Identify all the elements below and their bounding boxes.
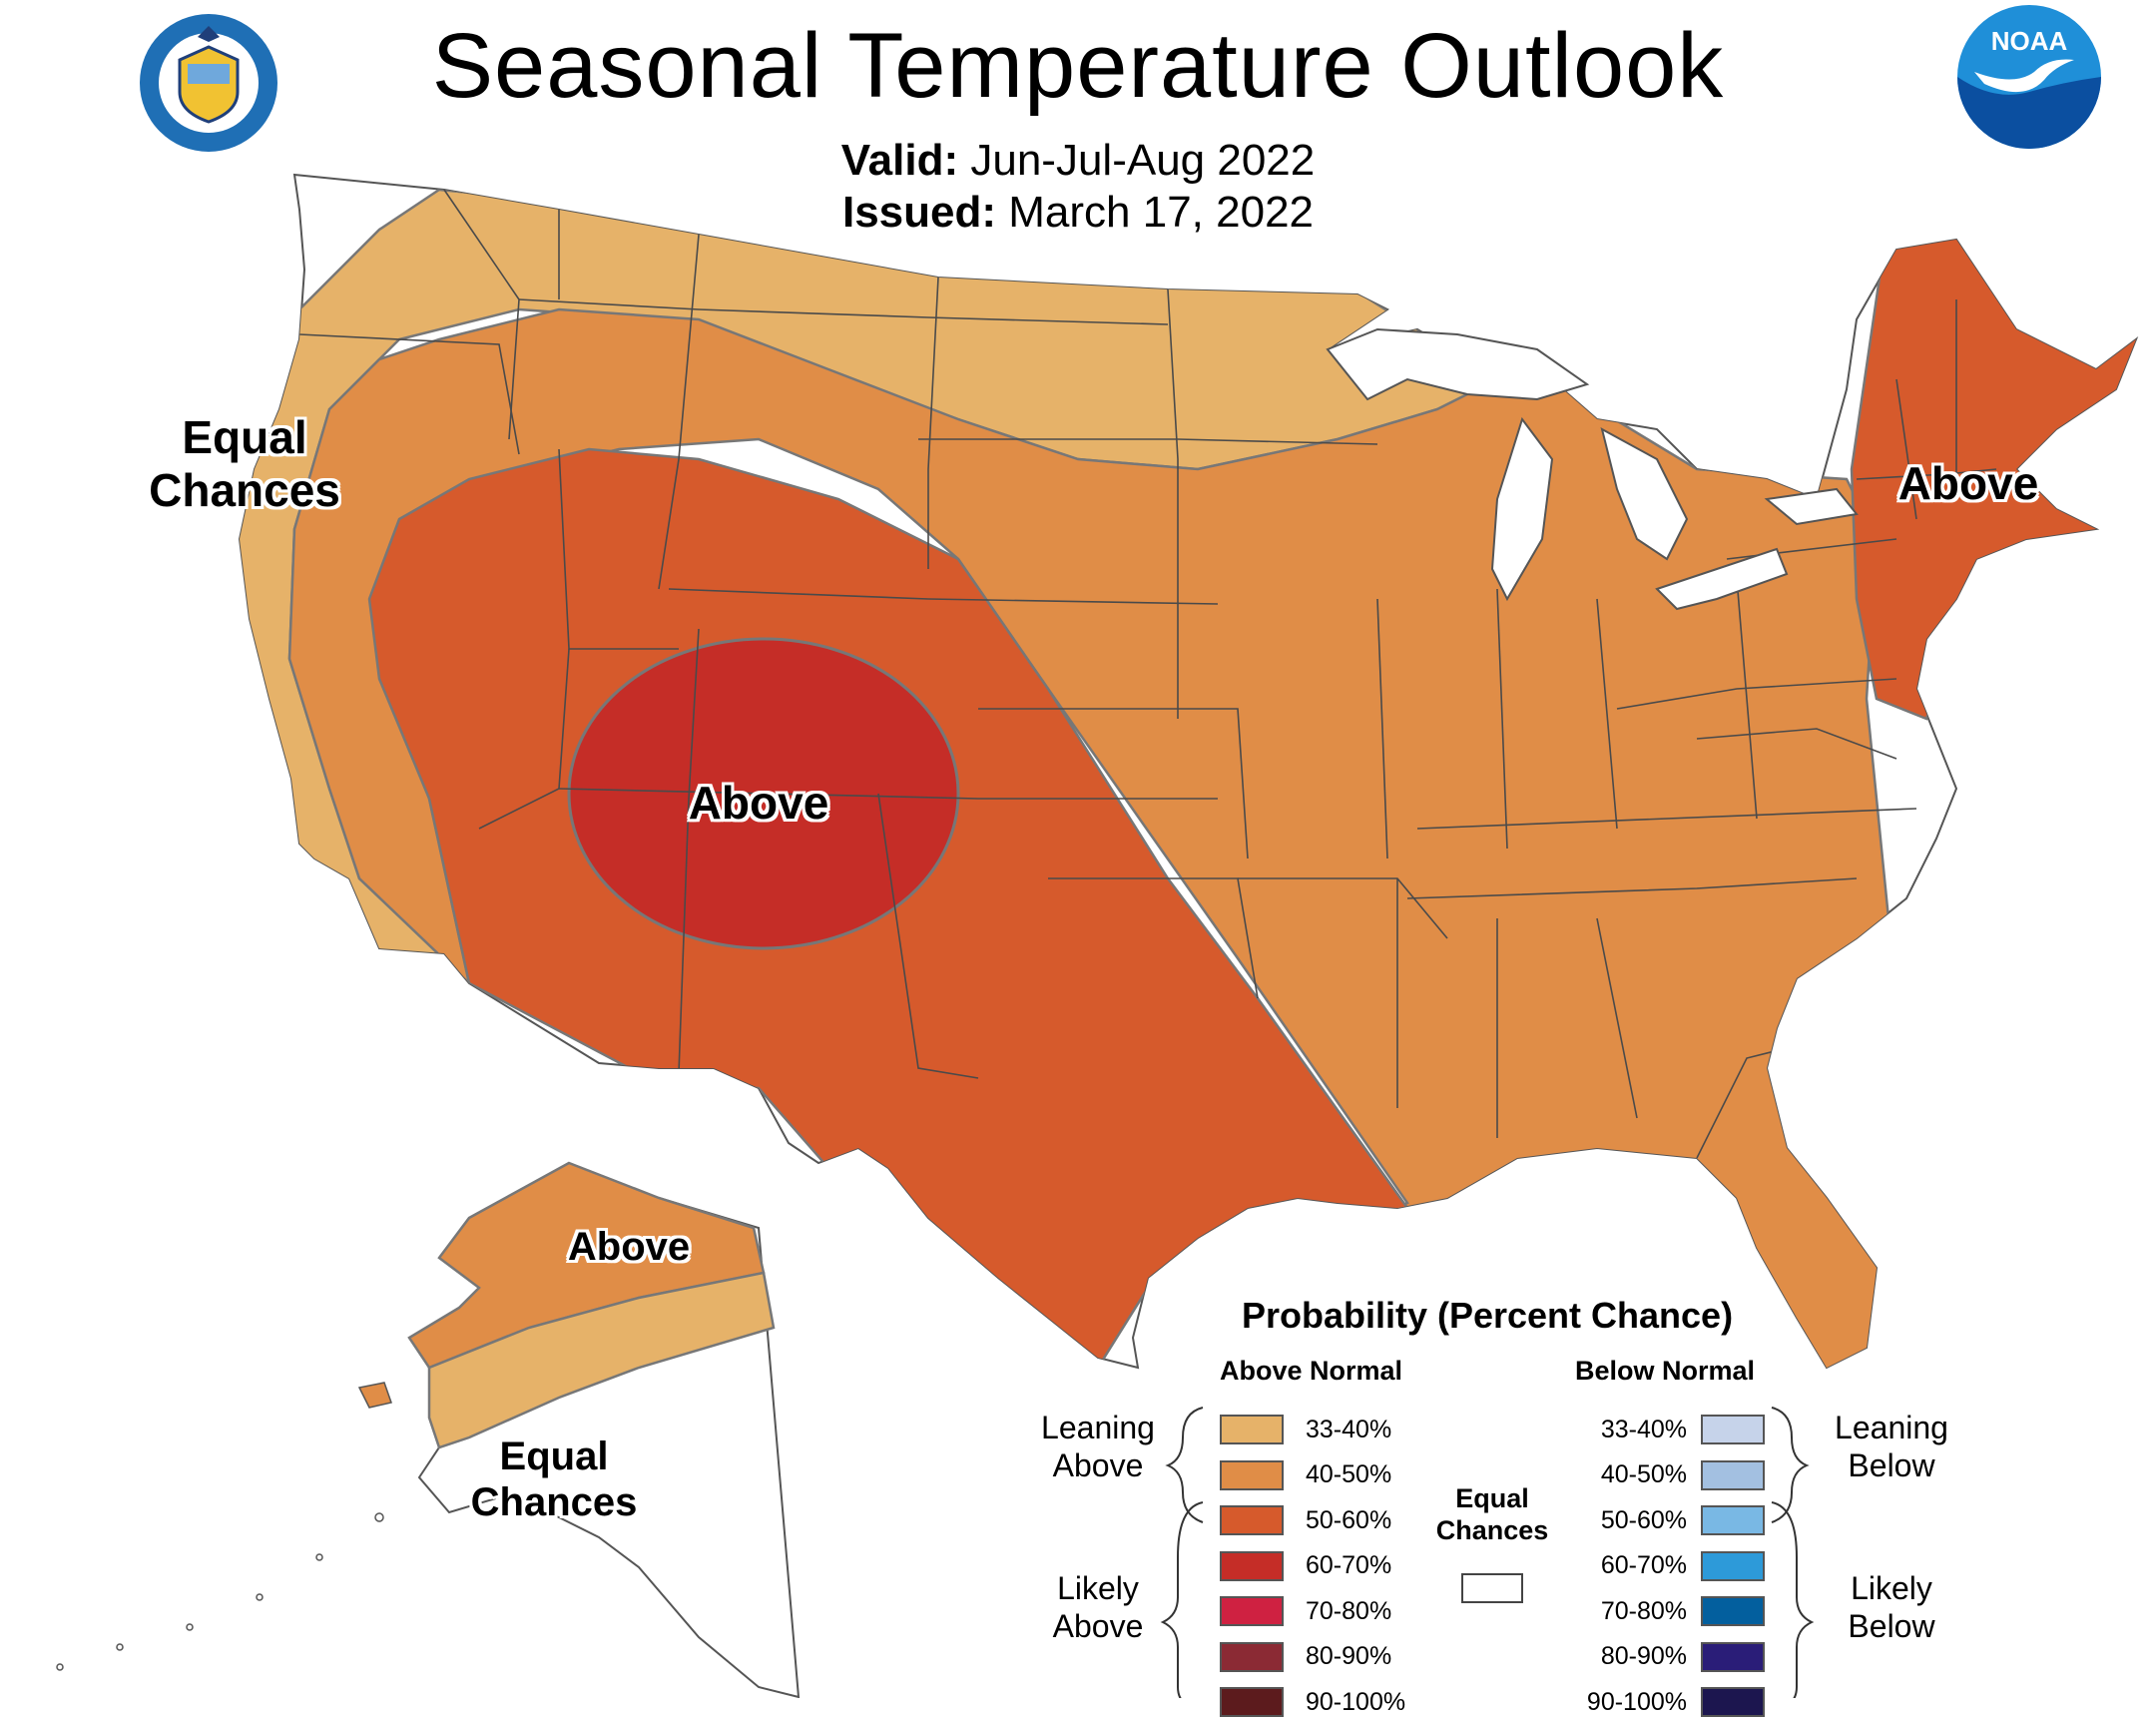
legend-swatch xyxy=(1220,1687,1284,1717)
aleutian-islands xyxy=(56,1512,384,1671)
legend-pct-label: 90-100% xyxy=(1586,1687,1687,1716)
likely-below-line2: Below xyxy=(1848,1607,1935,1644)
page-title: Seasonal Temperature Outlook xyxy=(431,15,1725,117)
above-alaska-label: Above xyxy=(567,1225,691,1269)
legend-above-row: 33-40% xyxy=(1220,1413,1391,1446)
legend-swatch xyxy=(1220,1459,1284,1490)
legend-above-header: Above Normal xyxy=(1220,1356,1403,1386)
alaska xyxy=(56,1161,801,1698)
legend-above-row: 80-90% xyxy=(1220,1640,1391,1674)
legend-swatch xyxy=(1701,1459,1765,1490)
legend-pct-label: 50-60% xyxy=(1306,1505,1392,1534)
great-lakes xyxy=(1326,327,1859,611)
above-southwest-label: Above xyxy=(688,777,829,829)
likely-above-label: Likely Above xyxy=(1018,1570,1178,1646)
likely-above-line2: Above xyxy=(1052,1607,1144,1644)
legend-pct-label: 40-50% xyxy=(1306,1460,1392,1488)
state-borders xyxy=(298,189,1997,1159)
legend-title: Probability (Percent Chance) xyxy=(1241,1295,1734,1336)
equal-chances-west-label: Equal Chances xyxy=(120,411,369,517)
legend-pct-label: 70-80% xyxy=(1600,1596,1687,1625)
likely-below-line1: Likely xyxy=(1851,1570,1932,1606)
legend-pct-label: 80-90% xyxy=(1306,1642,1392,1670)
leaning-above-line2: Above xyxy=(1052,1446,1144,1483)
legend-swatch xyxy=(1701,1505,1765,1535)
legend-pct-label: 60-70% xyxy=(1306,1551,1392,1579)
valid-label: Valid: xyxy=(840,136,959,185)
alaska-region-above-33-40 xyxy=(427,1271,776,1449)
legend-below-row: 33-40% xyxy=(1573,1413,1765,1446)
legend-swatch xyxy=(1701,1687,1765,1717)
equal-chances-west-line2: Chances xyxy=(149,463,340,516)
legend-below-row: 80-90% xyxy=(1573,1640,1765,1674)
legend-above-row: 60-70% xyxy=(1220,1549,1391,1583)
legend-below-row: 60-70% xyxy=(1573,1549,1765,1583)
likely-below-label: Likely Below xyxy=(1807,1570,1976,1646)
above-northeast-label: Above xyxy=(1897,457,2039,509)
kodiak-island xyxy=(357,1382,392,1409)
legend-above-row: 90-100% xyxy=(1220,1685,1405,1719)
issued-value: March 17, 2022 xyxy=(1008,188,1315,237)
legend-pct-label: 40-50% xyxy=(1600,1460,1687,1488)
equal-chances-swatch xyxy=(1461,1573,1523,1603)
legend-pct-label: 50-60% xyxy=(1600,1505,1687,1534)
legend-swatch xyxy=(1701,1550,1765,1581)
legend-brackets xyxy=(1160,1407,1815,1698)
valid-line: Valid: Jun-Jul-Aug 2022 xyxy=(0,136,2156,186)
equal-chances-legend-line1: Equal xyxy=(1455,1483,1529,1513)
equal-chances-legend-label: Equal Chances xyxy=(1417,1482,1567,1547)
legend-below-row: 70-80% xyxy=(1573,1594,1765,1628)
leaning-above-line1: Leaning xyxy=(1041,1410,1155,1445)
legend-above-row: 50-60% xyxy=(1220,1503,1391,1537)
legend-below-row: 40-50% xyxy=(1573,1458,1765,1492)
legend-swatch xyxy=(1701,1415,1765,1444)
noaa-logo: NOAA xyxy=(1954,2,2104,152)
valid-value: Jun-Jul-Aug 2022 xyxy=(970,136,1316,185)
leaning-below-line1: Leaning xyxy=(1835,1410,1948,1445)
legend-above-row: 70-80% xyxy=(1220,1594,1391,1628)
legend-swatch xyxy=(1220,1550,1284,1581)
leaning-above-label: Leaning Above xyxy=(1018,1410,1178,1485)
leaning-below-line2: Below xyxy=(1848,1446,1935,1483)
equal-chances-legend-line2: Chances xyxy=(1435,1515,1549,1546)
legend-swatch xyxy=(1220,1415,1284,1444)
legend-pct-label: 80-90% xyxy=(1600,1642,1687,1670)
legend-swatch xyxy=(1701,1596,1765,1626)
legend-below-header: Below Normal xyxy=(1575,1356,1756,1386)
legend-pct-label: 90-100% xyxy=(1306,1687,1406,1716)
equal-chances-alaska-line1: Equal xyxy=(499,1434,609,1478)
equal-chances-west-line1: Equal xyxy=(182,411,307,463)
legend-above-row: 40-50% xyxy=(1220,1458,1391,1492)
legend-swatch xyxy=(1701,1641,1765,1672)
legend-below-row: 50-60% xyxy=(1573,1503,1765,1537)
legend-below-row: 90-100% xyxy=(1573,1685,1765,1719)
legend-swatch xyxy=(1220,1596,1284,1626)
commerce-seal-logo xyxy=(138,12,279,154)
equal-chances-alaska-line2: Chances xyxy=(470,1480,638,1524)
leaning-below-label: Leaning Below xyxy=(1807,1410,1976,1485)
issued-label: Issued: xyxy=(841,188,997,237)
legend-pct-label: 33-40% xyxy=(1306,1415,1392,1443)
equal-chances-alaska-label: Equal Chances xyxy=(439,1433,669,1525)
likely-above-line1: Likely xyxy=(1057,1570,1139,1606)
legend-pct-label: 60-70% xyxy=(1600,1551,1687,1579)
legend-pct-label: 70-80% xyxy=(1306,1596,1392,1625)
issued-line: Issued: March 17, 2022 xyxy=(0,188,2156,238)
legend-swatch xyxy=(1220,1641,1284,1672)
legend-swatch xyxy=(1220,1505,1284,1535)
legend-pct-label: 33-40% xyxy=(1600,1415,1687,1443)
noaa-logo-text: NOAA xyxy=(1991,26,2068,56)
